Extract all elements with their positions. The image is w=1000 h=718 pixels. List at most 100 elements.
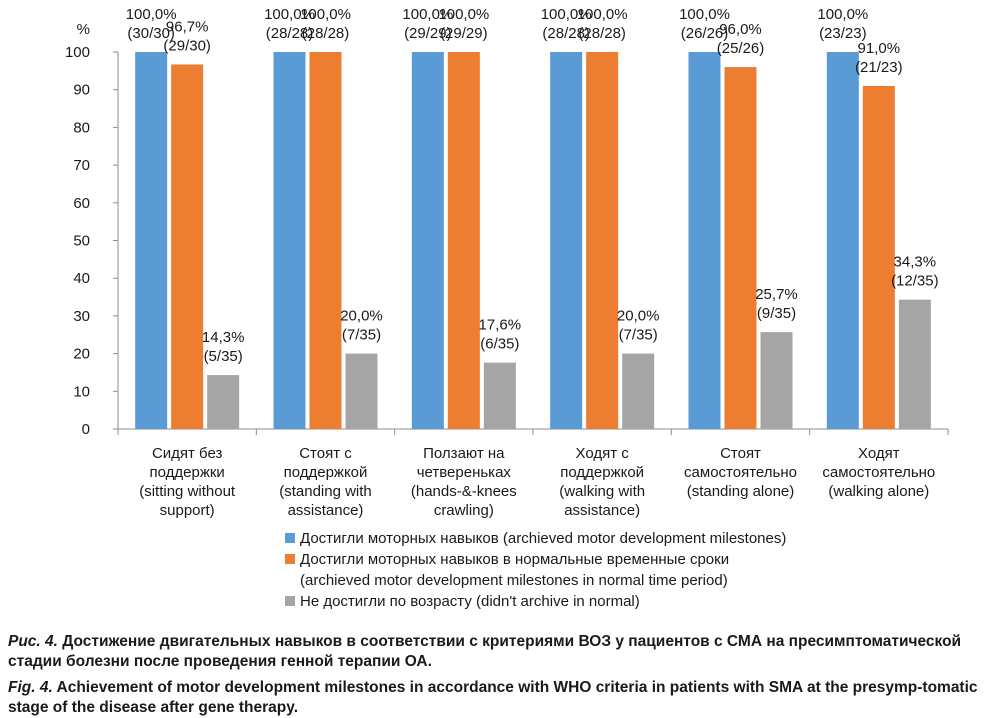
data-label: 100,0% (23/23) bbox=[817, 6, 868, 42]
data-label-line: (5/35) bbox=[204, 348, 243, 365]
legend-entry-line: (archieved motor development milestones … bbox=[300, 572, 728, 589]
figure-caption-ru: Рис. 4. Достижение двигательных навыков … bbox=[8, 632, 993, 672]
data-label-line: (29/29) bbox=[404, 25, 452, 42]
data-label-line: (28/28) bbox=[266, 25, 314, 42]
y-tick-label: 30 bbox=[73, 308, 90, 325]
bar-series-1 bbox=[135, 52, 168, 429]
category-label: Стоят с поддержкой (standing with assistanc… bbox=[279, 445, 372, 519]
y-tick-label: 20 bbox=[73, 346, 90, 363]
figure-caption-en: Fig. 4. Achievement of motor development… bbox=[8, 678, 993, 718]
data-label-line: (28/28) bbox=[302, 25, 350, 42]
data-label-line: (25/26) bbox=[717, 40, 765, 57]
data-label-line: 100,0% bbox=[577, 6, 628, 23]
data-label-line: (21/23) bbox=[855, 59, 903, 76]
bar-series-3 bbox=[207, 375, 240, 429]
category-label: Сидят без поддержки (sitting without suppor… bbox=[139, 445, 236, 519]
data-label-line: (29/30) bbox=[163, 37, 211, 54]
category-label-line: assistance) bbox=[564, 502, 640, 519]
category-label-line: (walking with bbox=[559, 483, 645, 500]
data-label: 91,0% (21/23) bbox=[855, 40, 903, 76]
data-label-line: 96,7% bbox=[166, 18, 209, 35]
data-label: 14,3% (5/35) bbox=[202, 329, 245, 365]
category-label-line: Ходят bbox=[858, 445, 900, 462]
data-label: 20,0% (7/35) bbox=[617, 308, 660, 344]
data-label: 100,0% (29/29) bbox=[438, 6, 489, 42]
data-label-line: 96,0% bbox=[719, 21, 762, 38]
bar-series-1 bbox=[550, 52, 583, 429]
y-tick-label: 80 bbox=[73, 119, 90, 136]
y-tick-label: 0 bbox=[82, 421, 90, 438]
legend-entry-line: Достигли моторных навыков (archieved mot… bbox=[300, 530, 786, 547]
chart-bars bbox=[135, 52, 931, 430]
y-axis-label: % bbox=[77, 21, 90, 38]
data-label-line: 100,0% bbox=[402, 6, 453, 23]
data-label: 100,0% (28/28) bbox=[577, 6, 628, 42]
data-label: 100,0% (30/30) bbox=[126, 6, 177, 42]
bar-series-3 bbox=[345, 353, 378, 429]
data-label-line: (26/26) bbox=[681, 25, 729, 42]
data-label: 100,0% (26/26) bbox=[679, 6, 730, 42]
data-label-line: (6/35) bbox=[480, 336, 519, 353]
bar-series-2 bbox=[586, 52, 619, 429]
category-label-line: Сидят без bbox=[152, 445, 223, 462]
legend-swatch-series-3 bbox=[285, 596, 295, 606]
bar-series-3 bbox=[483, 362, 516, 429]
data-label-line: 100,0% bbox=[541, 6, 592, 23]
legend-entry: Достигли моторных навыков (archieved mot… bbox=[300, 530, 786, 547]
data-label-line: (28/28) bbox=[542, 25, 590, 42]
category-label-line: (walking alone) bbox=[828, 483, 929, 500]
data-label-line: (29/29) bbox=[440, 25, 488, 42]
legend-entry: Достигли моторных навыков в нормальные в… bbox=[300, 551, 729, 589]
data-label: 100,0% (28/28) bbox=[541, 6, 592, 42]
data-label-line: (30/30) bbox=[127, 25, 175, 42]
category-label: Ходят с поддержкой (walking with assistance… bbox=[559, 445, 645, 519]
category-label-line: (standing with bbox=[279, 483, 372, 500]
chart-axes: 0 10 20 30 40 50 60 70 80 90 100% bbox=[65, 21, 949, 438]
data-label: 20,0% (7/35) bbox=[340, 308, 383, 344]
category-label-line: поддержкой bbox=[284, 464, 368, 481]
caption-ru-text: Достижение двигательных навыков в соотве… bbox=[8, 633, 962, 670]
data-label-line: 25,7% bbox=[755, 286, 798, 303]
category-label-line: поддержки bbox=[150, 464, 225, 481]
category-label: Ползают на четвереньках (hands-&-knees craw… bbox=[411, 445, 517, 519]
category-label-line: поддержкой bbox=[560, 464, 644, 481]
y-tick-label: 10 bbox=[73, 383, 90, 400]
category-label-line: Ползают на bbox=[423, 445, 505, 462]
category-label: Ходят самостоятельно (walking alone) bbox=[822, 445, 935, 500]
bar-series-2 bbox=[171, 64, 204, 429]
data-label-line: (9/35) bbox=[757, 305, 796, 322]
data-label-line: (7/35) bbox=[342, 327, 381, 344]
data-label-line: 100,0% bbox=[438, 6, 489, 23]
data-label-line: 17,6% bbox=[479, 317, 522, 334]
bar-series-1 bbox=[688, 52, 721, 429]
bar-series-1 bbox=[826, 52, 859, 429]
legend-entry-line: Не достигли по возрасту (didn't archive … bbox=[300, 593, 640, 610]
bar-series-2 bbox=[447, 52, 480, 429]
legend-swatch-series-2 bbox=[285, 554, 295, 564]
data-label-line: 100,0% bbox=[300, 6, 351, 23]
data-label: 96,7% (29/30) bbox=[163, 18, 211, 54]
category-label-line: самостоятельно bbox=[822, 464, 935, 481]
category-label-line: Ходят с bbox=[576, 445, 630, 462]
category-label-line: Стоят bbox=[720, 445, 761, 462]
bar-series-1 bbox=[273, 52, 306, 429]
legend-entry-line: Достигли моторных навыков в нормальные в… bbox=[300, 551, 729, 568]
bar-series-3 bbox=[760, 332, 793, 429]
data-label-line: 91,0% bbox=[858, 40, 901, 57]
data-label-line: (7/35) bbox=[619, 327, 658, 344]
data-label-line: 20,0% bbox=[340, 308, 383, 325]
data-label-line: 34,3% bbox=[894, 254, 937, 271]
bar-series-2 bbox=[862, 85, 895, 430]
y-tick-label: 50 bbox=[73, 233, 90, 250]
chart-data-labels: 100,0% (30/30)100,0% (28/28)100,0% (29/29)1… bbox=[126, 6, 939, 365]
caption-en-text: Achievement of motor development milesto… bbox=[8, 679, 978, 716]
y-tick-label: 90 bbox=[73, 82, 90, 99]
data-label-line: 100,0% bbox=[817, 6, 868, 23]
data-label-line: 100,0% bbox=[679, 6, 730, 23]
legend-entry: Не достигли по возрасту (didn't archive … bbox=[300, 593, 640, 610]
y-tick-label: 70 bbox=[73, 157, 90, 174]
category-label-line: четвереньках bbox=[417, 464, 512, 481]
data-label: 34,3% (12/35) bbox=[891, 254, 939, 290]
legend-swatch-series-1 bbox=[285, 533, 295, 543]
